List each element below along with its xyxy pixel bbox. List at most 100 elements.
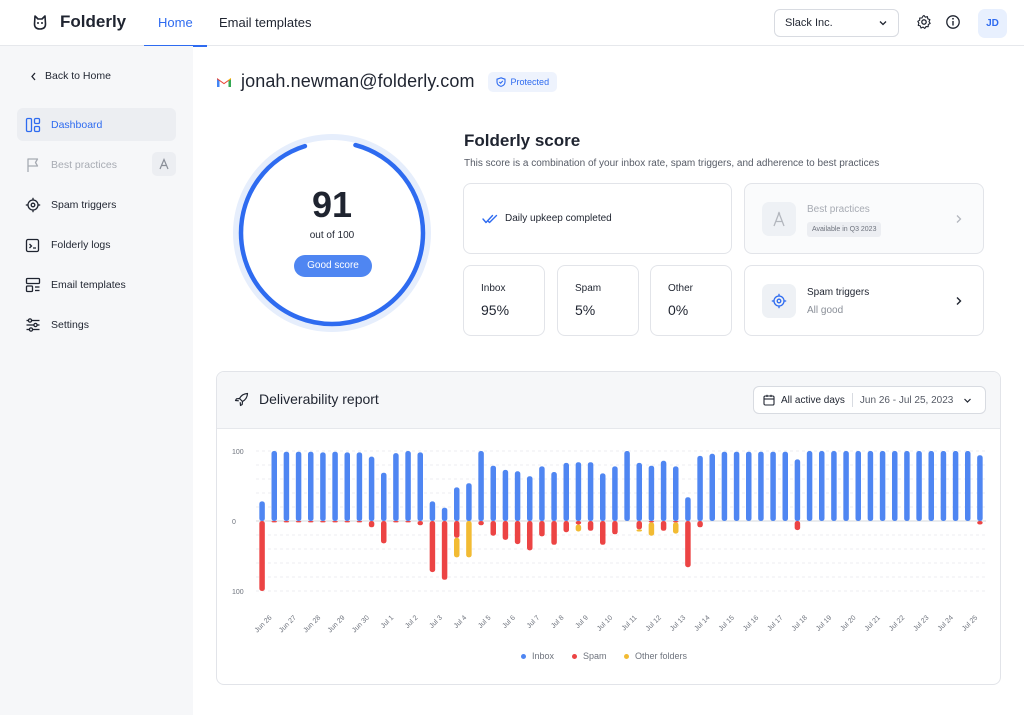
sidebar-item-label: Email templates [51, 278, 126, 291]
stat-value: 0% [668, 302, 689, 318]
x-tick-label: Jul 18 [791, 614, 809, 632]
y-tick-label: 100 [232, 449, 244, 456]
sidebar-item-label: Best practices [51, 158, 117, 171]
bar-spam [563, 521, 569, 533]
info-icon[interactable] [945, 14, 961, 30]
x-tick-label: Jul 21 [864, 614, 882, 632]
bar-inbox [575, 462, 582, 521]
bar-spam [308, 521, 314, 523]
tab-email-templates[interactable]: Email templates [219, 15, 312, 30]
chevron-right-icon [956, 297, 962, 305]
chevron-down-icon [879, 21, 887, 26]
user-avatar[interactable]: JD [978, 9, 1007, 38]
rocket-icon [234, 392, 249, 407]
x-tick-label: Jul 11 [621, 614, 639, 632]
x-tick-label: Jul 16 [742, 614, 760, 632]
best-practices-icon-box [762, 202, 796, 236]
shield-icon [495, 76, 506, 87]
bar-spam [381, 521, 387, 544]
bar-spam [527, 521, 533, 551]
x-tick-label: Jul 10 [596, 614, 614, 632]
legend-label: Spam [583, 651, 607, 661]
bar-inbox [551, 472, 557, 521]
target-icon [25, 197, 41, 212]
bar-inbox [259, 501, 265, 521]
stat-value: 5% [575, 302, 596, 318]
x-tick-label: Jun 26 [254, 614, 274, 634]
bar-inbox [527, 476, 533, 521]
best-practices-card[interactable]: Best practices Available in Q3 2023 [744, 183, 984, 254]
bar-spam [551, 521, 557, 545]
stat-label: Spam [575, 283, 602, 294]
tab-home[interactable]: Home [144, 0, 207, 47]
bar-spam [271, 521, 277, 523]
bar-spam [648, 521, 655, 523]
bar-spam [393, 521, 399, 523]
bar-inbox [466, 483, 472, 521]
legend-label: Other folders [635, 651, 688, 661]
bar-inbox [831, 451, 837, 521]
sidebar-item-folderly-logs[interactable]: Folderly logs [17, 228, 176, 261]
best-practices-title: Best practices [807, 204, 870, 215]
sidebar-item-best-practices[interactable]: Best practices [17, 148, 176, 181]
legend-label: Inbox [532, 651, 555, 661]
bar-spam [429, 521, 436, 573]
app-logo[interactable]: Folderly [30, 12, 126, 32]
x-tick-label: Jul 25 [961, 614, 979, 632]
bar-other [454, 537, 460, 558]
x-tick-label: Jul 19 [815, 614, 833, 632]
daily-upkeep-label: Daily upkeep completed [505, 213, 612, 224]
bar-inbox [612, 466, 618, 521]
divider [851, 393, 853, 407]
x-tick-label: Jul 6 [502, 614, 517, 629]
settings-sliders-icon [26, 317, 40, 332]
bar-inbox [478, 451, 484, 521]
x-tick-label: Jul 15 [718, 614, 736, 632]
spam-triggers-card[interactable]: Spam triggers All good [744, 265, 984, 336]
stat-card-spam: Spam 5% [557, 265, 639, 336]
x-tick-label: Jul 17 [766, 614, 784, 632]
sidebar-item-email-templates[interactable]: Email templates [17, 268, 176, 301]
chevron-down-icon [964, 398, 972, 403]
bar-inbox [295, 451, 302, 521]
bar-inbox [758, 451, 764, 521]
x-tick-label: Jul 7 [526, 614, 541, 629]
x-tick-label: Jun 30 [351, 614, 371, 634]
bar-inbox [441, 507, 448, 521]
x-tick-label: Jul 3 [429, 614, 444, 629]
bar-spam [587, 521, 594, 531]
sidebar-item-dashboard[interactable]: Dashboard [17, 108, 176, 141]
x-tick-label: Jul 13 [669, 614, 687, 632]
dashboard-icon [25, 117, 41, 132]
date-range-picker[interactable]: All active days Jun 26 - Jul 25, 2023 [753, 386, 986, 414]
x-tick-label: Jul 24 [937, 614, 955, 632]
bar-inbox [928, 451, 934, 521]
back-to-home-link[interactable]: Back to Home [30, 70, 111, 82]
bar-spam [612, 521, 618, 535]
bar-other [648, 522, 655, 536]
date-filter-label: All active days [781, 394, 845, 406]
date-range-label: Jun 26 - Jul 25, 2023 [859, 394, 954, 406]
organization-select[interactable]: Slack Inc. [774, 9, 899, 37]
sidebar-item-settings[interactable]: Settings [17, 308, 176, 341]
sidebar-item-spam-triggers[interactable]: Spam triggers [17, 188, 176, 221]
spam-triggers-title: Spam triggers [807, 287, 870, 298]
templates-icon [25, 277, 41, 292]
gmail-icon [217, 77, 231, 87]
bar-spam [259, 521, 265, 591]
x-tick-label: Jun 27 [278, 614, 298, 634]
stat-value: 95% [481, 302, 510, 318]
bar-inbox [697, 455, 703, 521]
bar-inbox [855, 451, 861, 521]
bar-inbox [965, 451, 971, 521]
gear-icon[interactable] [916, 14, 932, 30]
score-gauge-arc [238, 139, 426, 327]
bar-inbox [490, 465, 496, 521]
bar-inbox [587, 462, 594, 521]
bar-spam [332, 521, 338, 523]
bar-inbox [952, 451, 959, 521]
x-tick-label: Jun 29 [327, 614, 347, 634]
bar-spam [514, 521, 521, 545]
bar-spam [454, 521, 460, 538]
bar-inbox [685, 497, 691, 521]
